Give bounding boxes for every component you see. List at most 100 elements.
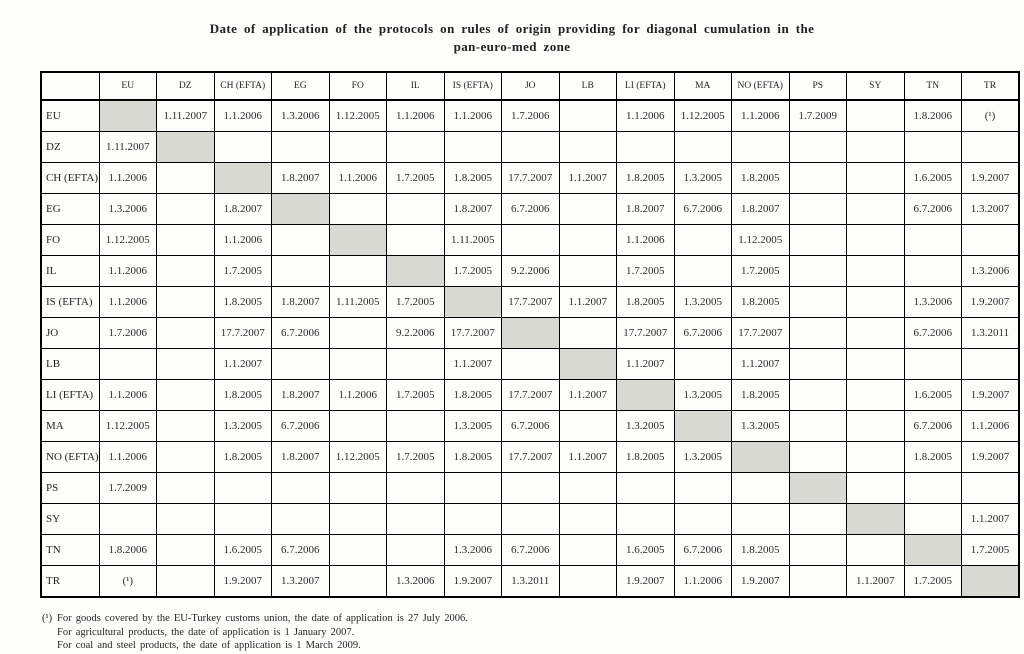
- diagonal-cell-tr: [961, 565, 1020, 598]
- cell-ch-efta-sy: [846, 162, 905, 194]
- col-header-ma: MA: [673, 71, 732, 101]
- cell-li-efta-il: 1.7.2005: [386, 379, 445, 411]
- cell-ps-is-efta: [443, 472, 502, 504]
- cell-tr-ps: [788, 565, 847, 598]
- cell-tn-is-efta: 1.3.2006: [443, 534, 502, 566]
- cell-no-efta-fo: 1.12.2005: [328, 441, 387, 473]
- diagonal-cell-eu: [98, 99, 157, 132]
- cell-is-efta-lb: 1.1.2007: [558, 286, 617, 318]
- cell-fo-ps: [788, 224, 847, 256]
- cell-il-is-efta: 1.7.2005: [443, 255, 502, 287]
- cell-eu-jo: 1.7.2006: [501, 99, 560, 132]
- cell-ch-efta-ma: 1.3.2005: [673, 162, 732, 194]
- cell-dz-no-efta: [731, 131, 790, 163]
- diagonal-cell-dz: [156, 131, 215, 163]
- cell-sy-eu: [98, 503, 157, 535]
- cell-tn-ch-efta: 1.6.2005: [213, 534, 272, 566]
- cell-eg-il: [386, 193, 445, 225]
- cell-eu-tr: (¹): [961, 99, 1020, 132]
- cell-lb-li-efta: 1.1.2007: [616, 348, 675, 380]
- cell-ch-efta-tn: 1.6.2005: [903, 162, 962, 194]
- table-row-no-efta: NO (EFTA) 1.1.2006 1.8.2005 1.8.2007 1.12.20…: [40, 441, 1020, 473]
- cell-jo-sy: [846, 317, 905, 349]
- cell-dz-is-efta: [443, 131, 502, 163]
- cell-sy-jo: [501, 503, 560, 535]
- cell-dz-li-efta: [616, 131, 675, 163]
- cell-eg-sy: [846, 193, 905, 225]
- diagonal-cell-fo: [328, 224, 387, 256]
- cell-ma-li-efta: 1.3.2005: [616, 410, 675, 442]
- cell-no-efta-is-efta: 1.8.2005: [443, 441, 502, 473]
- cell-ch-efta-eg: 1.8.2007: [271, 162, 330, 194]
- cell-li-efta-tn: 1.6.2005: [903, 379, 962, 411]
- cell-lb-fo: [328, 348, 387, 380]
- cell-fo-eg: [271, 224, 330, 256]
- cell-eg-lb: [558, 193, 617, 225]
- cell-lb-is-efta: 1.1.2007: [443, 348, 502, 380]
- table-row-dz: DZ 1.11.2007: [40, 131, 1020, 163]
- cell-dz-jo: [501, 131, 560, 163]
- cell-sy-eg: [271, 503, 330, 535]
- cell-ma-ch-efta: 1.3.2005: [213, 410, 272, 442]
- cell-ma-eu: 1.12.2005: [98, 410, 157, 442]
- cell-ps-li-efta: [616, 472, 675, 504]
- cell-ma-ps: [788, 410, 847, 442]
- cell-tr-ch-efta: 1.9.2007: [213, 565, 272, 598]
- cell-tr-fo: [328, 565, 387, 598]
- cell-jo-fo: [328, 317, 387, 349]
- cell-eg-ma: 6.7.2006: [673, 193, 732, 225]
- cell-tn-ma: 6.7.2006: [673, 534, 732, 566]
- cell-fo-eu: 1.12.2005: [98, 224, 157, 256]
- row-header-ch-efta: CH (EFTA): [40, 162, 100, 194]
- cell-eu-sy: [846, 99, 905, 132]
- cell-lb-eu: [98, 348, 157, 380]
- cell-ch-efta-is-efta: 1.8.2005: [443, 162, 502, 194]
- cell-no-efta-eu: 1.1.2006: [98, 441, 157, 473]
- cell-tn-dz: [156, 534, 215, 566]
- cell-no-efta-sy: [846, 441, 905, 473]
- cell-sy-fo: [328, 503, 387, 535]
- cell-lb-ch-efta: 1.1.2007: [213, 348, 272, 380]
- row-header-eu: EU: [40, 99, 100, 132]
- cell-ps-dz: [156, 472, 215, 504]
- cell-sy-no-efta: [731, 503, 790, 535]
- cell-ps-sy: [846, 472, 905, 504]
- cell-sy-tr: 1.1.2007: [961, 503, 1020, 535]
- row-header-li-efta: LI (EFTA): [40, 379, 100, 411]
- cell-ps-tn: [903, 472, 962, 504]
- cell-ch-efta-dz: [156, 162, 215, 194]
- cell-eg-eu: 1.3.2006: [98, 193, 157, 225]
- cell-is-efta-li-efta: 1.8.2005: [616, 286, 675, 318]
- cell-is-efta-ps: [788, 286, 847, 318]
- diagonal-cell-il: [386, 255, 445, 287]
- document-title-line2: pan-euro-med zone: [453, 39, 571, 54]
- cell-fo-tr: [961, 224, 1020, 256]
- cell-is-efta-no-efta: 1.8.2005: [731, 286, 790, 318]
- cell-fo-dz: [156, 224, 215, 256]
- cell-ma-jo: 6.7.2006: [501, 410, 560, 442]
- cell-fo-lb: [558, 224, 617, 256]
- footnote-text-1: For goods covered by the EU-Turkey custo…: [57, 613, 468, 624]
- cell-dz-tn: [903, 131, 962, 163]
- cell-lb-ma: [673, 348, 732, 380]
- footnotes: (¹) For goods covered by the EU-Turkey cu…: [42, 612, 468, 653]
- cell-eg-li-efta: 1.8.2007: [616, 193, 675, 225]
- cell-dz-tr: [961, 131, 1020, 163]
- cell-eg-tr: 1.3.2007: [961, 193, 1020, 225]
- cell-eg-is-efta: 1.8.2007: [443, 193, 502, 225]
- cell-no-efta-tr: 1.9.2007: [961, 441, 1020, 473]
- cell-tr-tn: 1.7.2005: [903, 565, 962, 598]
- row-header-fo: FO: [40, 224, 100, 256]
- cell-eu-ps: 1.7.2009: [788, 99, 847, 132]
- cell-dz-sy: [846, 131, 905, 163]
- cell-tn-jo: 6.7.2006: [501, 534, 560, 566]
- col-header-lb: LB: [558, 71, 617, 101]
- cell-tn-ps: [788, 534, 847, 566]
- cell-ma-no-efta: 1.3.2005: [731, 410, 790, 442]
- cell-ps-lb: [558, 472, 617, 504]
- cell-ps-il: [386, 472, 445, 504]
- cell-ps-eu: 1.7.2009: [98, 472, 157, 504]
- diagonal-cell-ch-efta: [213, 162, 272, 194]
- cell-li-efta-tr: 1.9.2007: [961, 379, 1020, 411]
- cell-fo-sy: [846, 224, 905, 256]
